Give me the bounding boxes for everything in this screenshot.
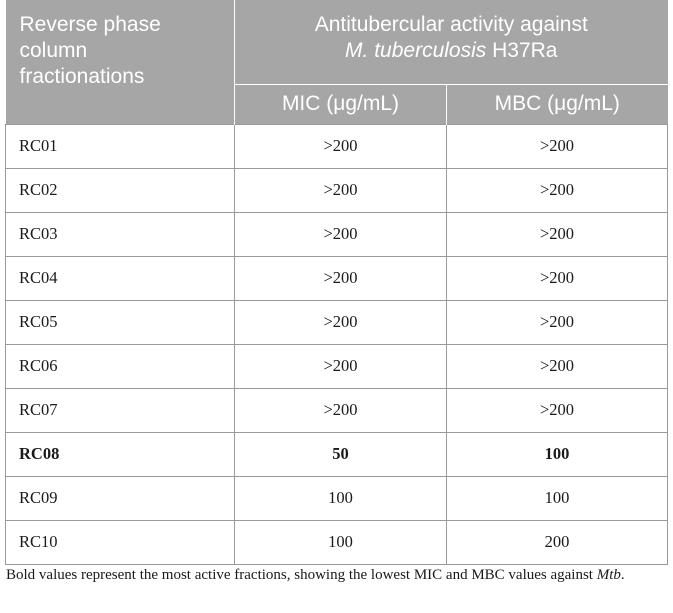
- mic-value-cell: >200: [234, 211, 447, 257]
- mic-column-header: MIC (μg/mL): [234, 84, 447, 124]
- table-row: RC10 100 200: [5, 519, 669, 565]
- fraction-name-cell: RC04: [5, 255, 235, 301]
- activity-group-header: Antitubercular activity against M. tuber…: [234, 0, 668, 85]
- table-row: RC06 >200 >200: [5, 343, 669, 389]
- mic-value-cell: >200: [234, 343, 447, 389]
- activity-header-line-2: M. tuberculosis H37Ra: [235, 38, 668, 64]
- fraction-name-cell: RC09: [5, 475, 235, 521]
- fraction-name-cell: RC07: [5, 387, 235, 433]
- results-table-container: Reverse phase column fractionations Anti…: [5, 0, 669, 565]
- table-body: RC01 >200 >200 RC02 >200 >200 RC03 >200 >200 RC04…: [5, 123, 669, 565]
- strain-name: H37Ra: [486, 39, 558, 62]
- fraction-header-line-3: fractionations: [19, 65, 145, 88]
- mbc-value-cell: 100: [445, 431, 669, 477]
- mbc-column-header: MBC (μg/mL): [446, 84, 668, 124]
- mbc-value-cell: >200: [445, 167, 669, 213]
- mic-value-cell: 100: [234, 475, 447, 521]
- fraction-name-cell: RC10: [5, 519, 235, 565]
- mbc-value-cell: 200: [445, 519, 669, 565]
- mic-value-cell: >200: [234, 387, 447, 433]
- mbc-value-cell: 100: [445, 475, 669, 521]
- organism-name: M. tuberculosis: [345, 39, 487, 62]
- table-row: RC09 100 100: [5, 475, 669, 521]
- fraction-name-cell: RC05: [5, 299, 235, 345]
- fraction-name-cell: RC08: [5, 431, 235, 477]
- mic-value-cell: 50: [234, 431, 447, 477]
- fraction-name-cell: RC03: [5, 211, 235, 257]
- mic-value-cell: >200: [234, 167, 447, 213]
- mbc-value-cell: >200: [445, 387, 669, 433]
- footnote-italic-term: Mtb: [596, 567, 621, 583]
- table-row: RC08 50 100: [5, 431, 669, 477]
- table-header: Reverse phase column fractionations Anti…: [5, 0, 668, 124]
- table-row: RC07 >200 >200: [5, 387, 669, 433]
- fraction-header-line-2: column: [19, 39, 88, 62]
- mbc-value-cell: >200: [445, 343, 669, 389]
- fraction-name-cell: RC01: [5, 123, 235, 169]
- table-row: RC02 >200 >200: [5, 167, 669, 213]
- table-row: RC03 >200 >200: [5, 211, 669, 257]
- mic-value-cell: >200: [234, 123, 447, 169]
- mic-value-cell: 100: [234, 519, 447, 565]
- mbc-value-cell: >200: [445, 211, 669, 257]
- fraction-header-line-1: Reverse phase: [19, 13, 161, 36]
- fraction-column-header: Reverse phase column fractionations: [5, 0, 235, 124]
- mbc-value-cell: >200: [445, 123, 669, 169]
- activity-header-line-1: Antitubercular activity against: [314, 13, 588, 36]
- footnote-end: .: [620, 567, 625, 583]
- mbc-value-cell: >200: [445, 255, 669, 301]
- mic-value-cell: >200: [234, 255, 447, 301]
- table-row: RC01 >200 >200: [5, 123, 669, 169]
- table-footnote: Bold values represent the most active fr…: [6, 564, 668, 586]
- fraction-name-cell: RC02: [5, 167, 235, 213]
- antitubercular-activity-table: Reverse phase column fractionations Anti…: [5, 0, 669, 565]
- mbc-value-cell: >200: [445, 299, 669, 345]
- table-row: RC05 >200 >200: [5, 299, 669, 345]
- mic-value-cell: >200: [234, 299, 447, 345]
- table-row: RC04 >200 >200: [5, 255, 669, 301]
- footnote-text: Bold values represent the most active fr…: [6, 567, 597, 583]
- fraction-name-cell: RC06: [5, 343, 235, 389]
